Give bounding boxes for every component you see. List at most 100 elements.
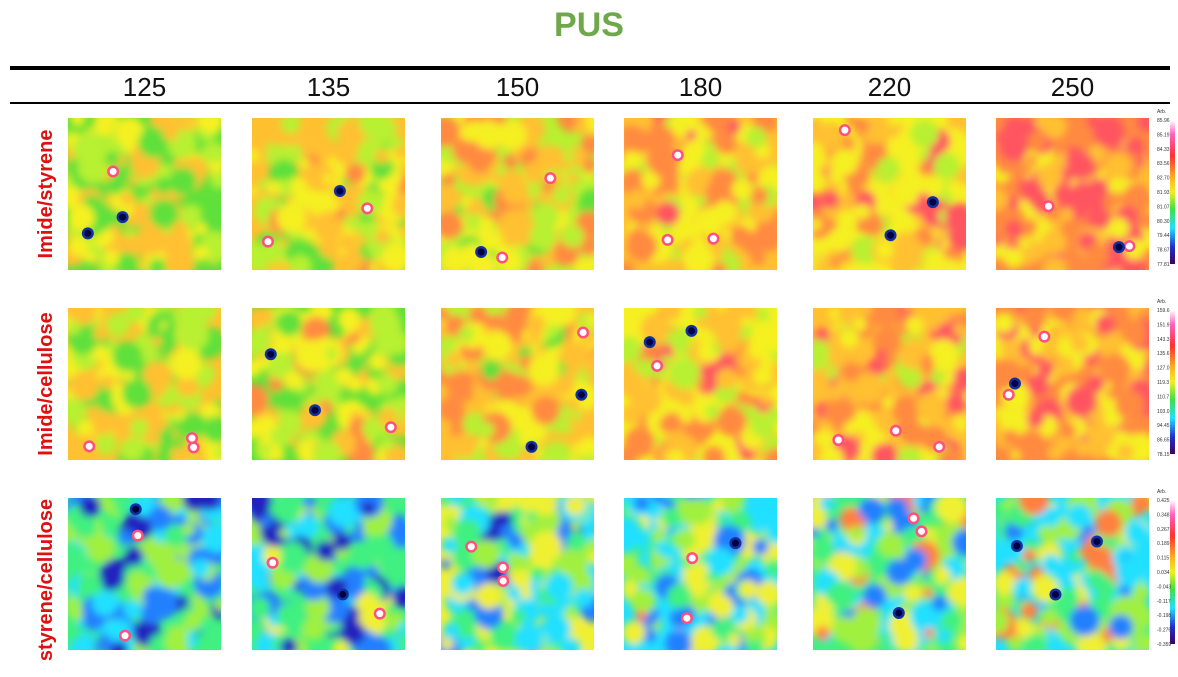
blob xyxy=(528,354,560,386)
blob xyxy=(352,341,366,355)
blob xyxy=(996,570,1017,596)
blob xyxy=(852,118,870,134)
spot-core xyxy=(688,554,696,562)
blob xyxy=(813,539,835,563)
blob xyxy=(1053,355,1075,377)
blob xyxy=(361,416,385,440)
blob xyxy=(943,258,960,270)
blob xyxy=(653,342,664,353)
blob xyxy=(875,241,894,260)
blob xyxy=(441,537,458,554)
blob xyxy=(180,204,203,226)
blob xyxy=(571,411,582,422)
blob xyxy=(663,176,680,193)
colorbar-label: 82.70 xyxy=(1157,176,1170,182)
blob xyxy=(305,594,331,621)
blob xyxy=(819,498,836,511)
blob xyxy=(624,553,637,577)
blob xyxy=(525,500,537,512)
blob xyxy=(149,199,179,229)
blob xyxy=(322,198,340,215)
column-header: 220 xyxy=(868,72,911,102)
blob xyxy=(1040,608,1058,626)
map xyxy=(252,308,405,460)
blob xyxy=(1070,308,1092,328)
blob xyxy=(441,637,454,650)
map-texture xyxy=(996,118,1149,270)
blob xyxy=(1066,503,1092,529)
spot-core xyxy=(336,187,344,195)
blob xyxy=(1094,509,1123,538)
blob xyxy=(1115,389,1145,420)
blob xyxy=(883,520,894,531)
colorbar-label: 77.81 xyxy=(1157,262,1170,268)
blob xyxy=(1045,527,1061,543)
blob xyxy=(95,433,118,456)
blob xyxy=(68,204,95,232)
blob xyxy=(813,351,825,371)
blob xyxy=(1022,219,1038,236)
blob xyxy=(1066,151,1095,181)
colorbar-label: 94.45 xyxy=(1157,423,1170,429)
blob xyxy=(946,424,960,439)
blob xyxy=(123,599,142,619)
blob xyxy=(813,527,820,538)
blob xyxy=(730,225,751,247)
blob xyxy=(194,222,207,236)
blob xyxy=(284,371,304,390)
blob xyxy=(441,118,461,148)
blob xyxy=(530,531,563,563)
spot-core xyxy=(477,248,485,256)
blob xyxy=(205,144,221,163)
blob xyxy=(369,308,398,330)
blob xyxy=(849,526,864,541)
blob xyxy=(841,361,862,383)
map xyxy=(68,118,221,270)
colorbar-label: 84.33 xyxy=(1157,147,1170,153)
blob xyxy=(441,437,453,458)
blob xyxy=(935,498,966,524)
colorbar-label: -0.117 xyxy=(1157,599,1171,605)
spot-core xyxy=(363,204,371,212)
blob xyxy=(503,154,518,169)
blob xyxy=(351,545,375,570)
spot-core xyxy=(683,614,691,622)
blob xyxy=(938,447,963,460)
blob xyxy=(289,255,312,270)
blob xyxy=(813,505,828,532)
blob xyxy=(1099,353,1131,384)
blob xyxy=(578,441,594,457)
blob xyxy=(394,146,405,159)
blob xyxy=(182,498,208,512)
blob xyxy=(933,152,961,180)
spot-core xyxy=(917,527,925,535)
blob xyxy=(753,366,773,387)
blob xyxy=(356,592,379,616)
blob xyxy=(892,395,922,425)
blob xyxy=(481,359,502,380)
blob xyxy=(540,440,572,460)
blob xyxy=(999,404,1031,436)
blob xyxy=(528,331,542,344)
blob xyxy=(876,156,901,181)
spot-core xyxy=(467,543,475,551)
spot-core xyxy=(674,151,682,159)
blob xyxy=(945,392,966,414)
blob xyxy=(187,308,218,324)
blob xyxy=(1071,334,1089,352)
blob xyxy=(998,131,1029,162)
blob xyxy=(390,170,403,182)
blob xyxy=(711,499,724,512)
blob xyxy=(151,336,162,347)
blob xyxy=(197,118,221,134)
blob xyxy=(813,239,830,257)
blob xyxy=(723,644,735,650)
blob xyxy=(76,419,94,437)
blob xyxy=(142,586,164,608)
blob xyxy=(1015,619,1035,639)
blob xyxy=(813,229,823,240)
blob xyxy=(474,599,504,630)
spot-core xyxy=(653,362,661,370)
blob xyxy=(659,416,675,433)
blob xyxy=(685,498,713,525)
